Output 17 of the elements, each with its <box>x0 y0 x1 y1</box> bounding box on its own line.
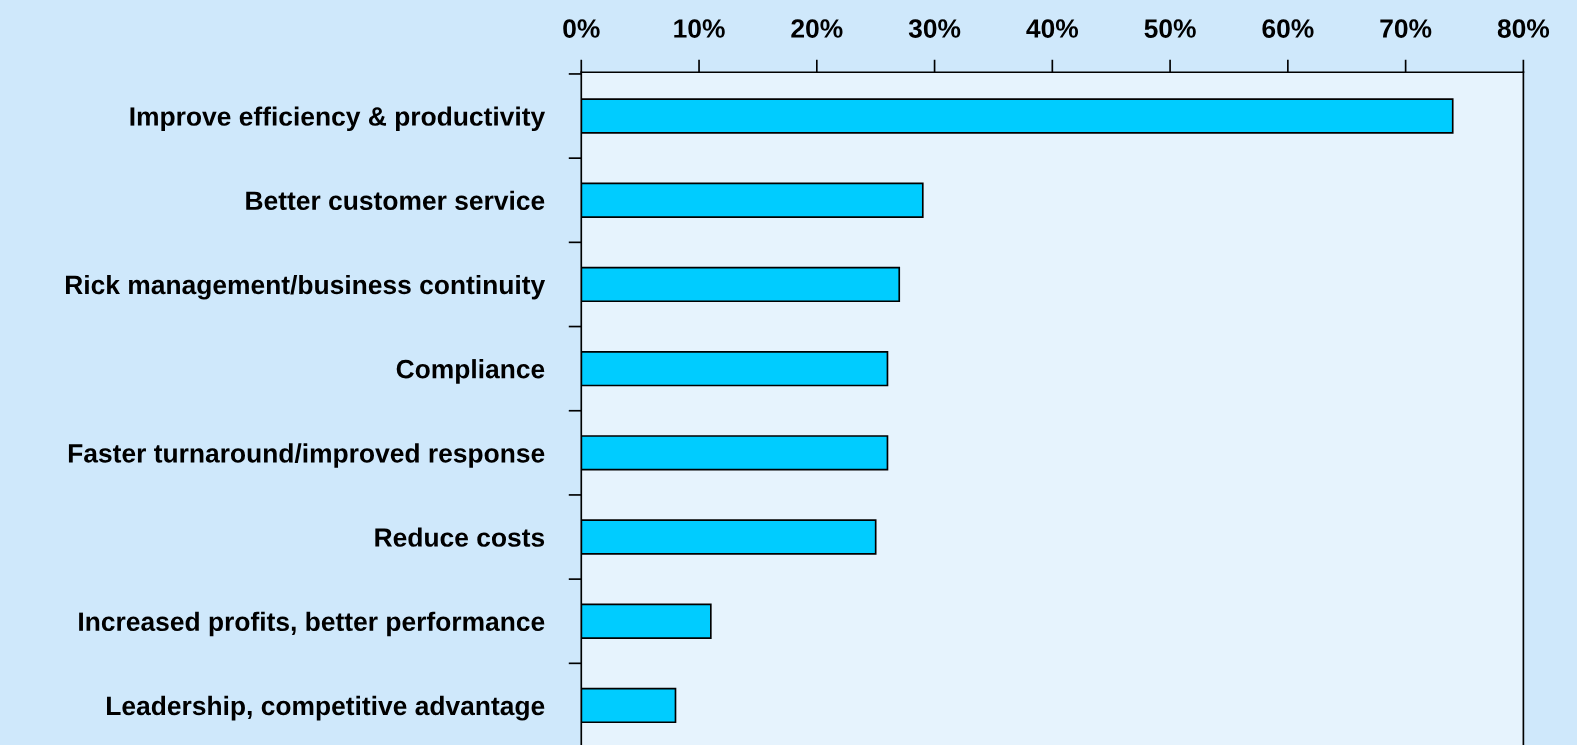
y-tick-label: Better customer service <box>246 190 545 211</box>
y-tick-label: Compliance <box>396 359 545 384</box>
y-tick-label: Rick management/business continuity <box>65 274 546 300</box>
x-tick-label: 80% <box>1497 19 1550 38</box>
y-tick-label: Faster turnaround/improved response <box>68 443 545 468</box>
y-tick-label: Increased profits, better performance <box>79 611 545 637</box>
x-tick-label: 20% <box>791 19 843 38</box>
x-tick-label: 40% <box>1026 19 1079 38</box>
x-tick-label: 50% <box>1144 19 1196 38</box>
x-tick-label: 60% <box>1262 19 1314 38</box>
y-tick-label: Reduce costs <box>375 527 545 547</box>
x-tick-label: 10% <box>674 19 725 38</box>
y-tick-label: Improve efficiency & productivity <box>130 106 546 132</box>
x-tick-label: 0% <box>563 19 600 38</box>
x-tick-label: 30% <box>908 19 961 38</box>
y-tick-label: Leadership, competitive advantage <box>107 695 545 721</box>
x-tick-label: 70% <box>1380 19 1432 38</box>
